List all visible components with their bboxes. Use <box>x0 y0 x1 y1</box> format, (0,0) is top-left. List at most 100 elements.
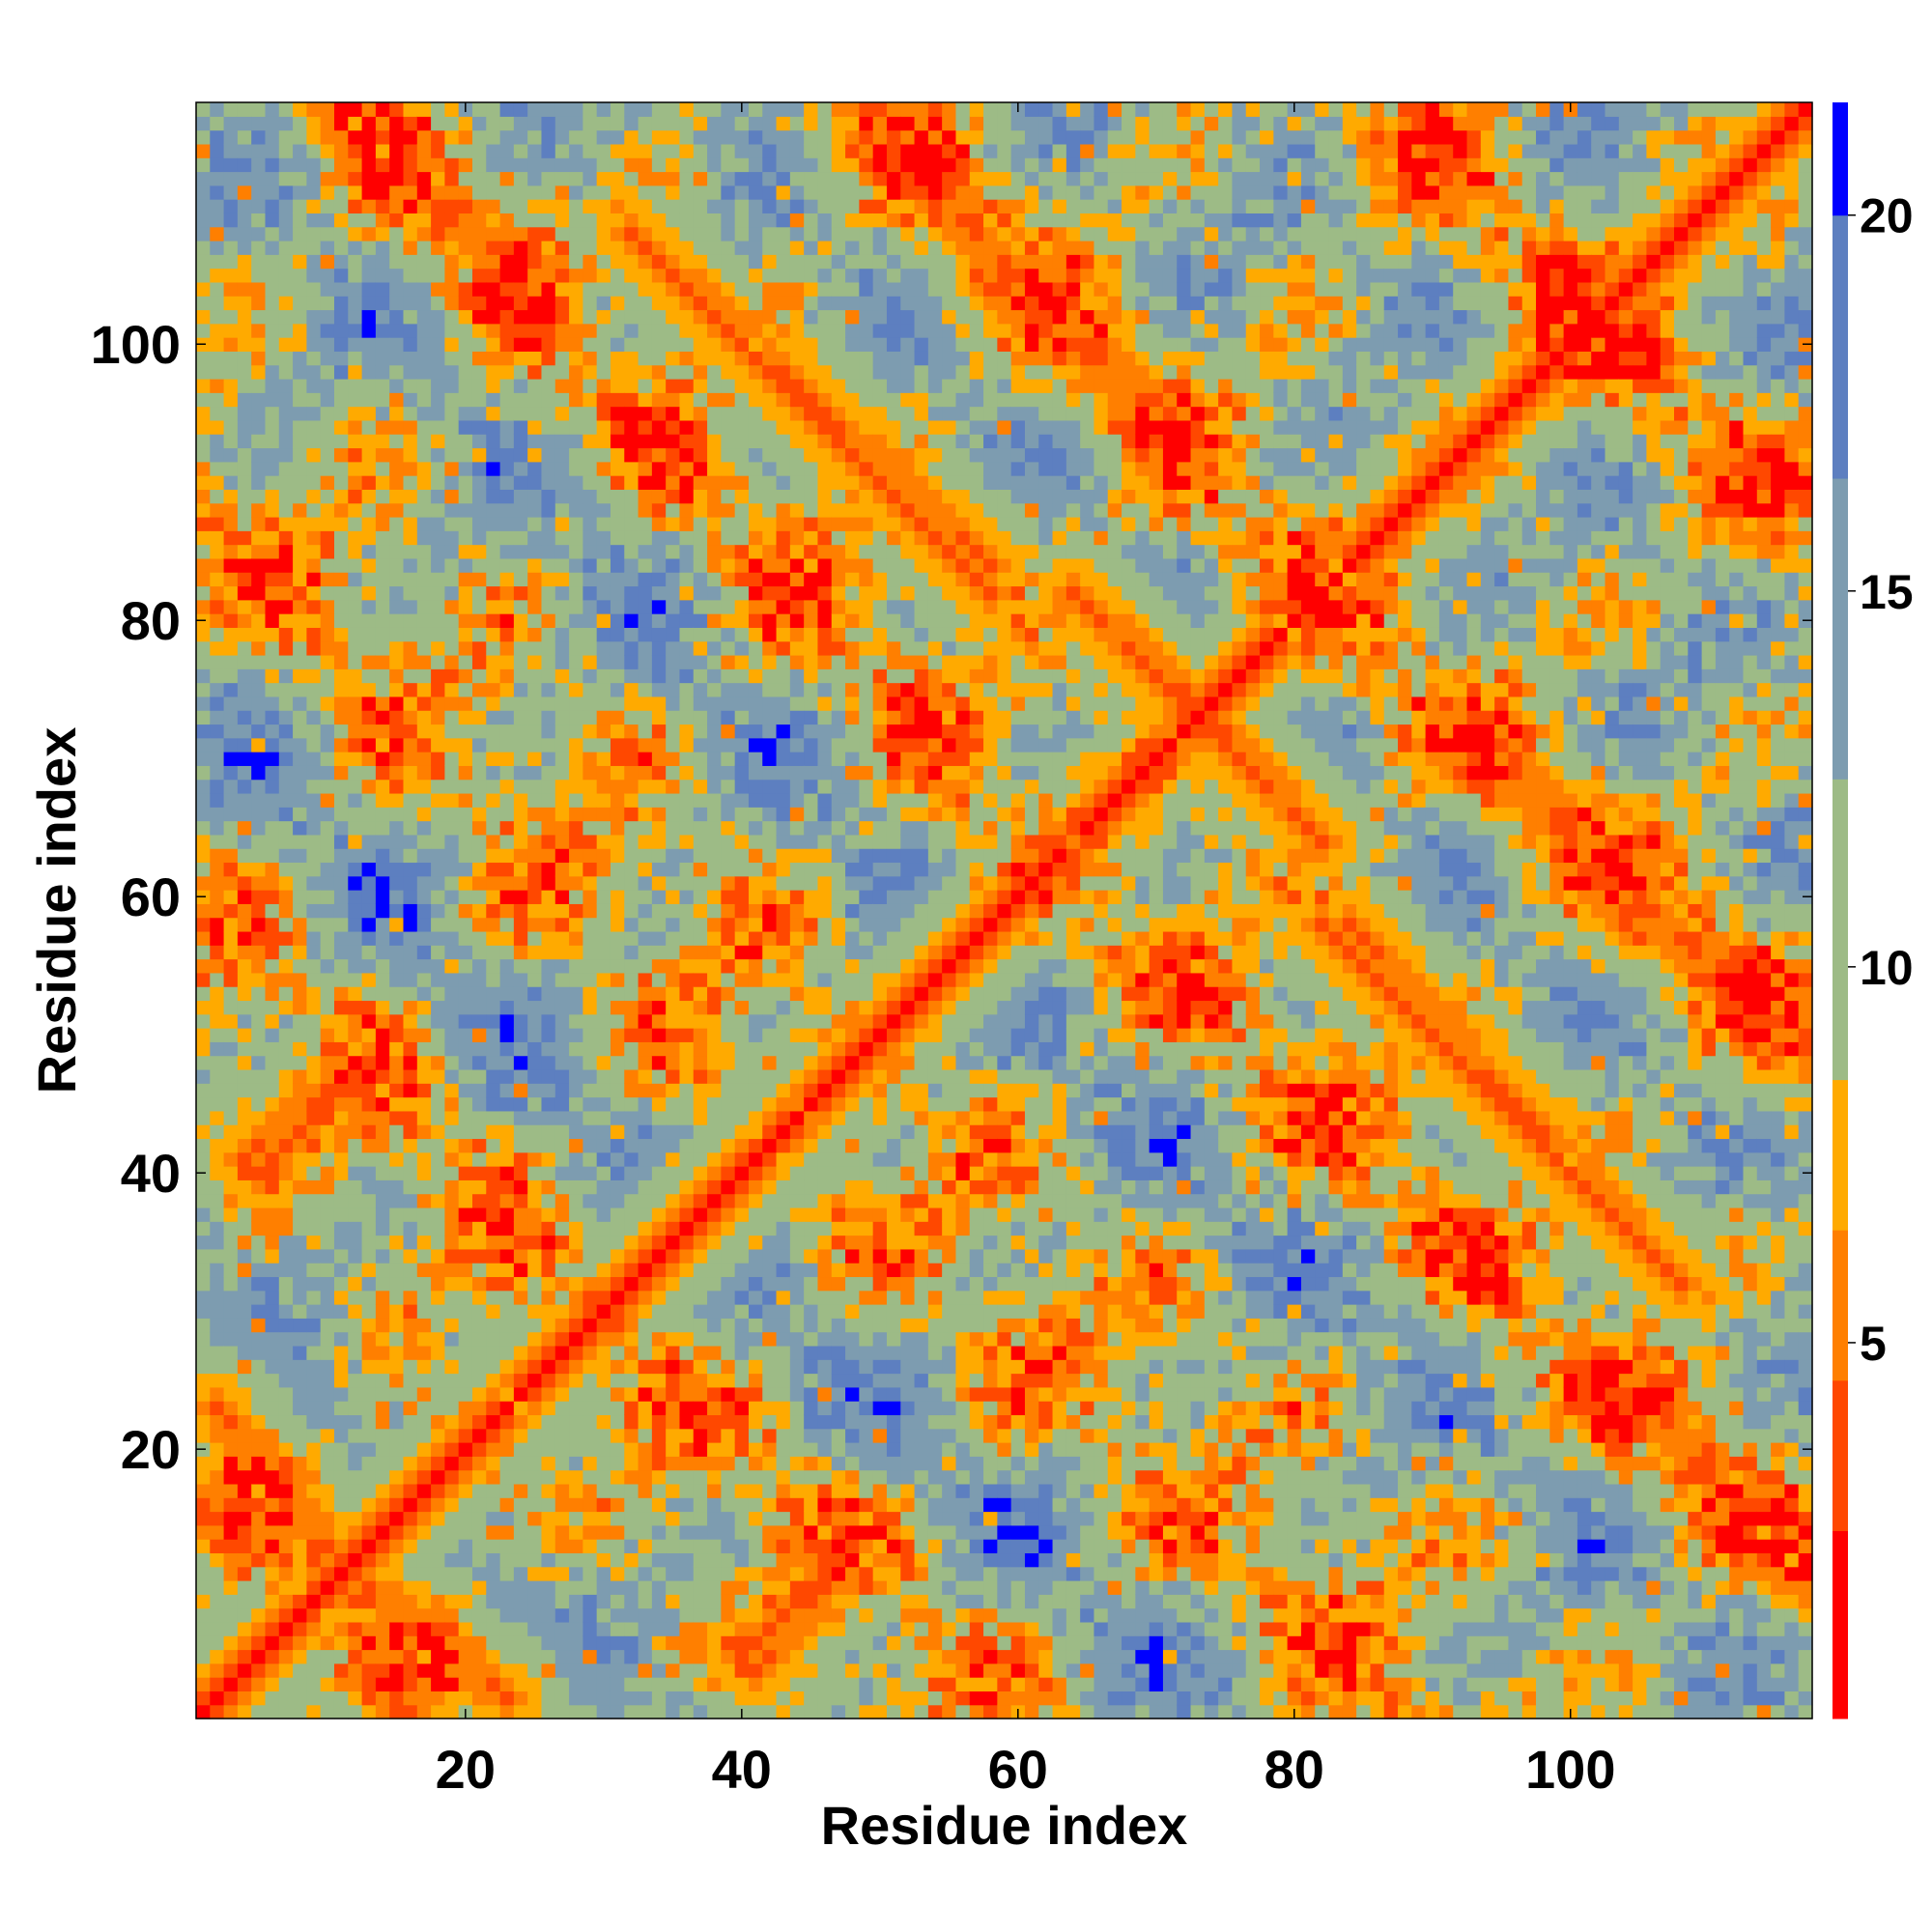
heatmap-cell <box>306 986 322 1002</box>
heatmap-cell <box>666 890 681 904</box>
heatmap-cell <box>666 1124 681 1140</box>
heatmap-cell <box>361 213 377 228</box>
heatmap-cell <box>679 779 695 794</box>
heatmap-cell <box>210 1483 225 1498</box>
heatmap-cell <box>486 1401 501 1416</box>
heatmap-cell <box>306 447 322 463</box>
heatmap-cell <box>223 737 239 753</box>
heatmap-cell <box>251 475 267 490</box>
heatmap-cell <box>610 834 625 849</box>
heatmap-cell <box>582 447 598 463</box>
heatmap-cell <box>237 1151 252 1167</box>
heatmap-cell <box>403 392 418 408</box>
heatmap-cell <box>776 1124 791 1140</box>
heatmap-cell <box>333 599 349 614</box>
heatmap-cell <box>541 185 556 200</box>
heatmap-cell <box>361 1401 377 1416</box>
heatmap-cell <box>458 1621 473 1636</box>
heatmap-cell <box>237 1456 252 1471</box>
heatmap-cell <box>265 1235 280 1250</box>
heatmap-cell <box>403 364 418 380</box>
heatmap-cell <box>610 351 625 366</box>
heatmap-cell <box>486 268 501 283</box>
heatmap-cell <box>389 903 405 919</box>
heatmap-cell <box>624 710 639 725</box>
heatmap-cell <box>237 986 252 1002</box>
heatmap-cell <box>748 516 763 531</box>
heatmap-cell <box>416 1414 432 1430</box>
heatmap-cell <box>513 585 528 601</box>
heatmap-cell <box>444 1304 460 1319</box>
heatmap-cell <box>196 254 211 270</box>
heatmap-cell <box>638 1124 653 1140</box>
heatmap-cell <box>265 875 280 891</box>
heatmap-cell <box>610 226 625 242</box>
heatmap-cell <box>306 752 322 766</box>
heatmap-cell <box>734 1401 750 1416</box>
heatmap-cell <box>293 1401 307 1416</box>
heatmap-cell <box>431 1359 445 1375</box>
heatmap-cell <box>278 1442 294 1457</box>
heatmap-cell <box>348 848 363 864</box>
heatmap-cell <box>251 557 267 573</box>
heatmap-cell <box>333 1304 349 1319</box>
heatmap-cell <box>762 447 778 463</box>
heatmap-cell <box>471 682 487 697</box>
heatmap-cell <box>582 1690 598 1706</box>
heatmap-cell <box>486 1041 501 1057</box>
heatmap-cell <box>293 1248 307 1264</box>
heatmap-cell <box>361 1013 377 1029</box>
heatmap-cell <box>416 958 432 974</box>
heatmap-cell <box>707 1456 722 1471</box>
heatmap-cell <box>306 116 322 131</box>
heatmap-cell <box>499 1704 515 1719</box>
heatmap-cell <box>693 1704 708 1719</box>
heatmap-cell <box>320 696 335 711</box>
heatmap-cell <box>361 1068 377 1084</box>
heatmap-cell <box>210 337 225 352</box>
heatmap-cell <box>707 710 722 725</box>
heatmap-cell <box>444 1677 460 1691</box>
heatmap-cell <box>486 199 501 213</box>
heatmap-cell <box>237 1041 252 1057</box>
heatmap-cell <box>389 862 405 877</box>
heatmap-cell <box>471 240 487 255</box>
heatmap-cell <box>403 807 418 822</box>
heatmap-cell <box>333 1028 349 1042</box>
heatmap-cell <box>776 1263 791 1278</box>
heatmap-cell <box>762 1096 778 1112</box>
heatmap-cell <box>762 309 778 325</box>
heatmap-cell <box>333 281 349 297</box>
heatmap-cell <box>237 1248 252 1264</box>
heatmap-cell <box>776 572 791 587</box>
heatmap-cell <box>278 1055 294 1070</box>
heatmap-cell <box>444 1469 460 1485</box>
heatmap-cell <box>431 890 445 904</box>
heatmap-cell <box>734 185 750 200</box>
heatmap-cell <box>333 1566 349 1581</box>
heatmap-cell <box>721 1345 736 1360</box>
heatmap-cell <box>569 240 583 255</box>
heatmap-cell <box>748 240 763 255</box>
heatmap-cell <box>624 1013 639 1029</box>
heatmap-cell <box>416 1304 432 1319</box>
heatmap-cell <box>499 792 515 808</box>
heatmap-cell <box>638 406 653 421</box>
heatmap-cell <box>431 1276 445 1292</box>
heatmap-cell <box>251 530 267 546</box>
heatmap-cell <box>348 986 363 1002</box>
heatmap-cell <box>278 1096 294 1112</box>
heatmap-cell <box>527 530 543 546</box>
heatmap-cell <box>554 240 570 255</box>
heatmap-cell <box>293 268 307 283</box>
heatmap-cell <box>734 1290 750 1305</box>
heatmap-cell <box>306 1207 322 1222</box>
heatmap-cell <box>666 668 681 684</box>
heatmap-cell <box>210 1607 225 1623</box>
heatmap-cell <box>762 1263 778 1278</box>
heatmap-cell <box>762 627 778 642</box>
heatmap-cell <box>320 406 335 421</box>
heatmap-cell <box>458 502 473 518</box>
heatmap-cell <box>348 530 363 546</box>
heatmap-cell <box>776 1318 791 1333</box>
